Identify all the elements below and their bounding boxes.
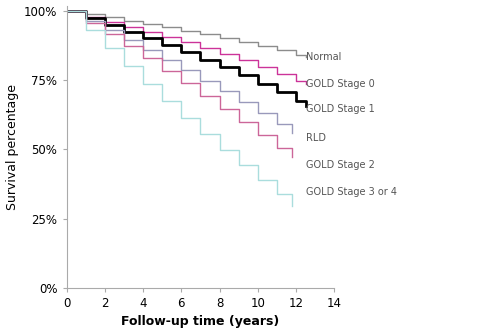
Text: GOLD Stage 2: GOLD Stage 2 [306,160,375,170]
X-axis label: Follow-up time (years): Follow-up time (years) [122,315,280,328]
Text: GOLD Stage 0: GOLD Stage 0 [306,79,375,90]
Text: Normal: Normal [306,52,342,62]
Text: GOLD Stage 3 or 4: GOLD Stage 3 or 4 [306,187,397,197]
Text: RLD: RLD [306,133,326,143]
Text: GOLD Stage 1: GOLD Stage 1 [306,104,375,114]
Y-axis label: Survival percentage: Survival percentage [6,84,18,210]
